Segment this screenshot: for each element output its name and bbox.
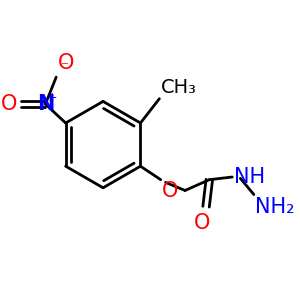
Text: N: N bbox=[37, 94, 54, 114]
Text: O: O bbox=[1, 94, 17, 114]
Text: ⁻: ⁻ bbox=[61, 59, 69, 74]
Text: O: O bbox=[162, 181, 178, 201]
Text: +: + bbox=[47, 91, 58, 104]
Text: NH₂: NH₂ bbox=[255, 197, 295, 217]
Text: NH: NH bbox=[234, 167, 265, 187]
Text: CH₃: CH₃ bbox=[161, 78, 196, 98]
Text: O: O bbox=[58, 53, 74, 73]
Text: O: O bbox=[194, 213, 211, 233]
